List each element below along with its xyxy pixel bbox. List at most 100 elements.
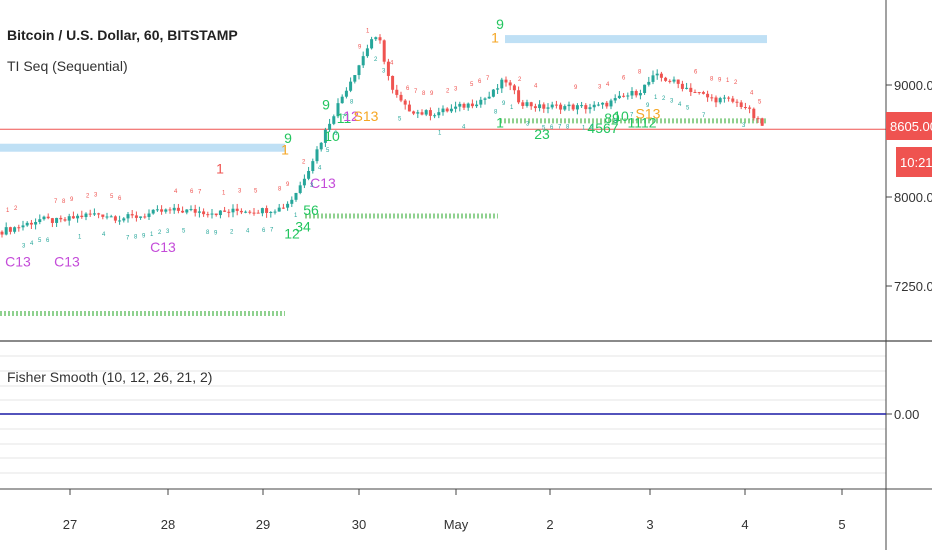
candle-body: [286, 203, 290, 208]
sequential-count-tick: 6: [550, 125, 554, 131]
candle-body: [727, 97, 731, 99]
indicator-label[interactable]: TI Seq (Sequential): [7, 58, 128, 74]
candle-body: [101, 214, 105, 217]
candle-body: [256, 212, 260, 214]
candle-body: [336, 103, 340, 117]
sequential-count-tick: 2: [374, 57, 378, 63]
candle-body: [483, 98, 487, 100]
candle-body: [575, 105, 579, 110]
sequential-count-tick: 9: [646, 103, 650, 109]
candle-body: [491, 89, 495, 97]
candle-body: [685, 87, 689, 89]
sequential-count-tick: 4: [534, 84, 538, 90]
sequential-count-tick: 8: [62, 199, 66, 205]
sequential-label: C13: [5, 253, 31, 269]
sequential-count-tick: 4: [678, 102, 682, 108]
candle-body: [281, 207, 285, 209]
sequential-count-tick: 3: [310, 183, 314, 189]
candle-body: [323, 129, 327, 143]
candle-body: [361, 56, 365, 66]
sequential-count-tick: 8: [494, 110, 498, 116]
candle-body: [680, 83, 684, 89]
candle-body: [113, 216, 117, 221]
candle-body: [437, 112, 441, 116]
price-tick-7250: 7250.00: [894, 279, 932, 294]
candle-body: [227, 211, 231, 213]
sequential-count-tick: 3: [742, 123, 746, 129]
candle-body: [84, 213, 88, 218]
sequential-count-tick: 6: [622, 76, 626, 82]
sequential-count-tick: 9: [718, 77, 722, 83]
candle-body: [164, 209, 168, 212]
candle-body: [668, 80, 672, 82]
sequential-label: 9: [284, 130, 292, 146]
candle-body: [622, 95, 626, 97]
candle-body: [71, 216, 75, 219]
candle-body: [244, 211, 248, 213]
candle-body: [365, 48, 369, 57]
sequential-count-tick: 6: [478, 79, 482, 85]
candle-body: [260, 208, 264, 214]
sequential-count-tick: 6: [46, 238, 50, 244]
candle-body: [344, 90, 348, 97]
resistance-band: [0, 143, 285, 152]
sequential-count-tick: 3: [94, 192, 98, 198]
candle-body: [735, 101, 739, 103]
lower-indicator-label[interactable]: Fisher Smooth (10, 12, 26, 21, 2): [7, 369, 212, 385]
candle-body: [693, 92, 697, 94]
sequential-count-tick: 4: [246, 228, 250, 234]
candle-body: [67, 216, 71, 221]
candle-body: [613, 98, 617, 101]
symbol-title: Bitcoin / U.S. Dollar, 60, BITSTAMP: [7, 27, 238, 43]
candle-body: [563, 106, 567, 110]
sequential-count-tick: 5: [326, 148, 330, 154]
sequential-count-tick: 4: [30, 241, 34, 247]
candle-body: [353, 75, 357, 82]
candle-body: [328, 123, 332, 130]
candles[interactable]: [0, 34, 764, 238]
sequential-count-tick: 7: [54, 199, 58, 205]
candle-body: [630, 91, 634, 96]
candle-body: [508, 82, 512, 86]
time-axis[interactable]: 27 28 29 30 May 2 3 4 5: [63, 489, 846, 532]
time-tick-label: 28: [161, 517, 175, 532]
sequential-count-tick: 3: [238, 189, 242, 195]
sequential-count-tick: 2: [86, 193, 90, 199]
candle-body: [126, 214, 130, 219]
sequential-label: 9: [496, 16, 504, 32]
candle-body: [475, 104, 479, 107]
sequential-label: C13: [54, 253, 80, 269]
candle-body: [139, 216, 143, 218]
sequential-count-tick: 7: [270, 227, 274, 233]
sequential-count-tick: 2: [590, 125, 594, 131]
sequential-count-tick: 1: [6, 208, 10, 214]
sequential-label: 10: [613, 108, 629, 124]
candle-body: [63, 219, 67, 221]
candle-body: [248, 211, 252, 213]
candle-body: [42, 216, 46, 220]
sequential-count-tick: 7: [126, 236, 130, 242]
sequential-count-tick: 6: [190, 189, 194, 195]
sequential-label: 56: [303, 202, 319, 218]
sequential-count-tick: 1: [366, 28, 370, 34]
sequential-label: C13: [310, 175, 336, 191]
sequential-count-tick: 6: [118, 196, 122, 202]
sequential-count-tick: 7: [414, 89, 418, 95]
candle-body: [395, 89, 399, 95]
candle-body: [521, 102, 525, 106]
price-axis[interactable]: 9000.00 8000.00 7250.00 8605.00 10:21 0.…: [886, 78, 932, 422]
candle-body: [748, 107, 752, 109]
sequential-count-tick: 1: [582, 125, 586, 131]
candle-body: [538, 104, 542, 109]
candle-body: [601, 102, 605, 105]
sequential-count-tick: 4: [174, 189, 178, 195]
time-tick-label: 29: [256, 517, 270, 532]
candle-body: [349, 81, 353, 91]
candle-body: [714, 97, 718, 103]
candle-body: [672, 79, 676, 82]
candle-body: [643, 84, 647, 94]
candle-body: [378, 37, 382, 41]
sequential-count-tick: 5: [110, 194, 114, 200]
resistance-bands: [0, 35, 767, 152]
